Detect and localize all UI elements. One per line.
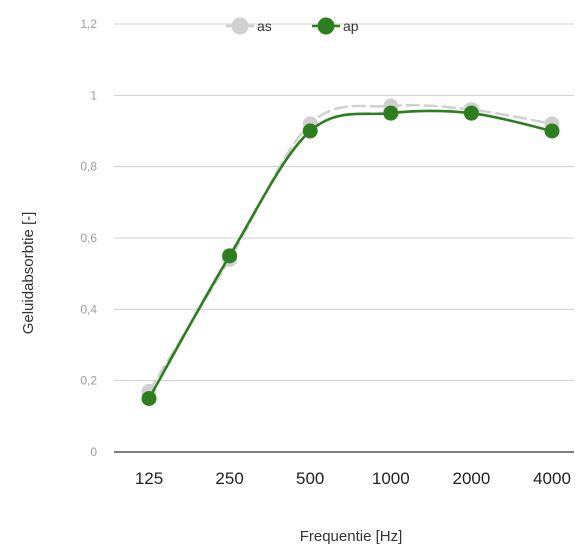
data-point-ap[interactable]: [383, 105, 399, 121]
data-point-ap[interactable]: [463, 105, 479, 121]
legend-item-ap[interactable]: ap: [312, 17, 359, 35]
x-tick-label: 1000: [372, 469, 410, 488]
legend: as ap: [226, 17, 359, 35]
x-axis-ticks: 125 250 500 1000 2000 4000: [135, 469, 571, 488]
data-point-ap[interactable]: [302, 123, 318, 139]
legend-marker: [317, 17, 335, 35]
y-tick-label: 0,6: [80, 231, 97, 245]
y-tick-label: 0,4: [80, 302, 97, 316]
x-tick-label: 4000: [533, 469, 571, 488]
series-line-as: [147, 103, 554, 393]
y-tick-label: 0,2: [80, 374, 97, 388]
y-tick-label: 1,2: [80, 17, 97, 31]
x-tick-label: 250: [215, 469, 243, 488]
series-line-ap: [147, 109, 554, 400]
series-ap: [141, 105, 560, 406]
x-tick-label: 125: [135, 469, 163, 488]
x-axis-title: Frequentie [Hz]: [300, 528, 403, 545]
legend-label: as: [257, 18, 272, 34]
y-tick-label: 0: [90, 445, 97, 459]
gridlines: [114, 23, 574, 453]
x-tick-label: 500: [296, 469, 324, 488]
y-axis-ticks: 0 0,2 0,4 0,6 0,8 1 1,2: [80, 17, 97, 459]
y-tick-label: 1: [90, 88, 97, 102]
data-point-ap[interactable]: [141, 391, 157, 406]
series-layer: [141, 98, 560, 406]
legend-item-as[interactable]: as: [226, 17, 272, 35]
data-point-ap[interactable]: [544, 123, 560, 139]
series-as: [141, 98, 560, 399]
legend-label: ap: [343, 18, 359, 34]
data-point-ap[interactable]: [222, 248, 238, 264]
y-tick-label: 0,8: [80, 160, 97, 174]
legend-marker: [231, 17, 249, 35]
y-axis-title: Geluidabsorbtie [-]: [20, 212, 37, 335]
x-tick-label: 2000: [452, 469, 490, 488]
